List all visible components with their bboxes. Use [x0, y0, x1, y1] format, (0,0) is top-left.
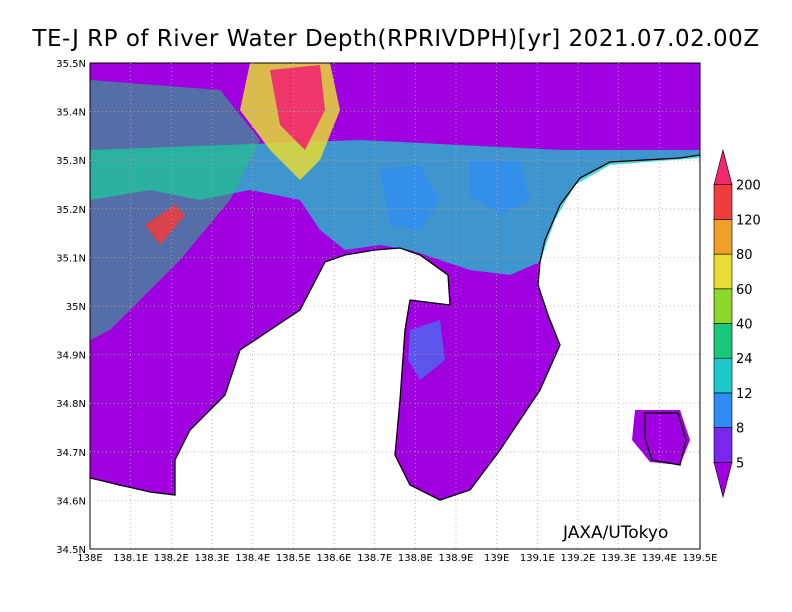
y-tick-label: 35.3N — [56, 156, 86, 167]
x-tick-label: 139.5E — [683, 553, 718, 564]
colorbar-segment — [713, 148, 733, 185]
y-tick-label: 34.5N — [56, 545, 86, 556]
x-tick-label: 138.9E — [439, 553, 474, 564]
land-region-island — [632, 410, 690, 465]
x-tick-label: 138.6E — [317, 553, 352, 564]
y-tick-label: 35N — [66, 302, 86, 313]
coastlines — [90, 154, 700, 501]
y-tick-label: 35.1N — [56, 253, 86, 264]
y-tick-label: 34.6N — [56, 496, 86, 507]
x-tick-label: 138.4E — [235, 553, 270, 564]
colorbar-label: 120 — [736, 213, 761, 228]
x-tick-label: 138.7E — [357, 553, 392, 564]
credit-label: JAXA/UTokyo — [562, 523, 668, 543]
x-tick-label: 139.1E — [520, 553, 555, 564]
y-tick-label: 35.5N — [56, 59, 86, 70]
colorbar-label: 80 — [736, 248, 753, 263]
x-tick-label: 139.3E — [601, 553, 636, 564]
land-region-west-peak — [145, 205, 185, 245]
colorbar-label: 60 — [736, 283, 753, 298]
colorbar-segment — [713, 392, 733, 428]
y-tick-label: 34.9N — [56, 351, 86, 362]
x-tick-label: 139.2E — [561, 553, 596, 564]
x-tick-label: 138.2E — [154, 553, 189, 564]
map-title: TE-J RP of River Water Depth(RPRIVDPH)[y… — [32, 26, 760, 52]
colorbar-segment — [713, 219, 733, 255]
colorbar-segment — [713, 253, 733, 290]
colorbar-segment — [713, 288, 733, 324]
x-tick-label: 139.4E — [642, 553, 677, 564]
colorbar-label: 8 — [736, 422, 744, 437]
x-tick-label: 138.3E — [195, 553, 230, 564]
x-tick-label: 139E — [484, 553, 509, 564]
y-tick-label: 34.7N — [56, 448, 86, 459]
y-axis-labels: 34.5N 34.6N 34.7N 34.8N 34.9N 35N 35.1N 35.2N 35… — [56, 59, 86, 556]
colorbar-segment — [713, 323, 733, 359]
coastline-izu — [394, 154, 700, 501]
river-depth-field — [90, 63, 700, 500]
colorbar-label: 24 — [736, 352, 753, 367]
y-tick-label: 34.8N — [56, 399, 86, 410]
colorbar-segment — [713, 357, 733, 394]
colorbar-label: 200 — [736, 179, 761, 194]
y-tick-label: 35.2N — [56, 205, 86, 216]
grid-lines — [90, 63, 700, 549]
colorbar-segment — [713, 427, 733, 463]
y-tick-label: 35.4N — [56, 108, 86, 119]
coastline-island — [644, 412, 687, 466]
land-region-izu-blue — [408, 320, 445, 380]
x-tick-label: 138.5E — [276, 553, 311, 564]
land-region-north-peak — [270, 65, 325, 150]
land-region-blue-patches — [380, 160, 530, 230]
colorbar-label: 12 — [736, 387, 753, 402]
colorbar-label: 5 — [736, 456, 744, 471]
coastline-suruga — [90, 247, 451, 496]
colorbar-segment — [713, 184, 733, 220]
x-tick-label: 138E — [77, 553, 102, 564]
x-tick-label: 138.1E — [113, 553, 148, 564]
colorbar: 5 8 12 24 40 60 80 120 200 — [713, 148, 761, 499]
colorbar-segment — [713, 461, 733, 499]
colorbar-label: 40 — [736, 318, 753, 333]
x-tick-label: 138.8E — [398, 553, 433, 564]
x-axis-labels: 138E 138.1E 138.2E 138.3E 138.4E 138.5E 138.6E… — [77, 553, 717, 564]
